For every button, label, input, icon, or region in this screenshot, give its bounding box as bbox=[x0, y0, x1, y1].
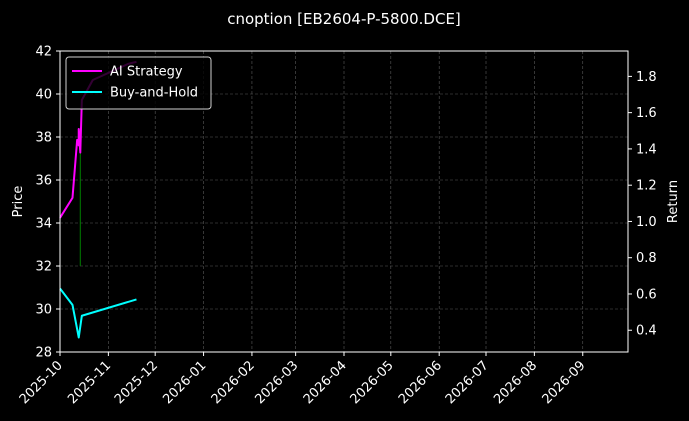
chart-title: cnoption [EB2604-P-5800.DCE] bbox=[227, 10, 461, 28]
y2-tick-label: 1.4 bbox=[636, 142, 657, 157]
legend-label: Buy-and-Hold bbox=[110, 86, 198, 101]
y-tick-label: 38 bbox=[35, 131, 52, 146]
y2-tick-label: 1.0 bbox=[636, 215, 657, 230]
y2-tick-label: 0.4 bbox=[636, 324, 657, 339]
y-tick-label: 32 bbox=[35, 260, 52, 275]
y-tick-label: 28 bbox=[35, 346, 52, 361]
legend: AI Strategy Buy-and-Hold bbox=[65, 56, 212, 110]
y2-axis-label: Return bbox=[666, 180, 681, 223]
y2-tick-label: 1.8 bbox=[636, 70, 657, 85]
y-tick-label: 30 bbox=[35, 303, 52, 318]
y2-tick-label: 0.6 bbox=[636, 287, 657, 302]
y-axis-right: 0.4 0.6 0.8 1.0 1.2 1.4 1.6 1.8 bbox=[628, 70, 657, 339]
y2-tick-label: 1.2 bbox=[636, 179, 657, 194]
y2-tick-label: 0.8 bbox=[636, 251, 657, 266]
y-tick-label: 40 bbox=[35, 88, 52, 103]
y-axis-left: 28 30 32 34 36 38 40 42 bbox=[35, 45, 60, 361]
series-line bbox=[59, 287, 137, 339]
y2-tick-label: 1.6 bbox=[636, 106, 657, 121]
y-tick-label: 36 bbox=[35, 174, 52, 189]
legend-label: AI Strategy bbox=[110, 65, 183, 80]
y-tick-label: 34 bbox=[35, 217, 52, 232]
legend-box bbox=[65, 56, 212, 110]
y-tick-label: 42 bbox=[35, 45, 52, 60]
y-axis-label: Price bbox=[11, 186, 26, 218]
